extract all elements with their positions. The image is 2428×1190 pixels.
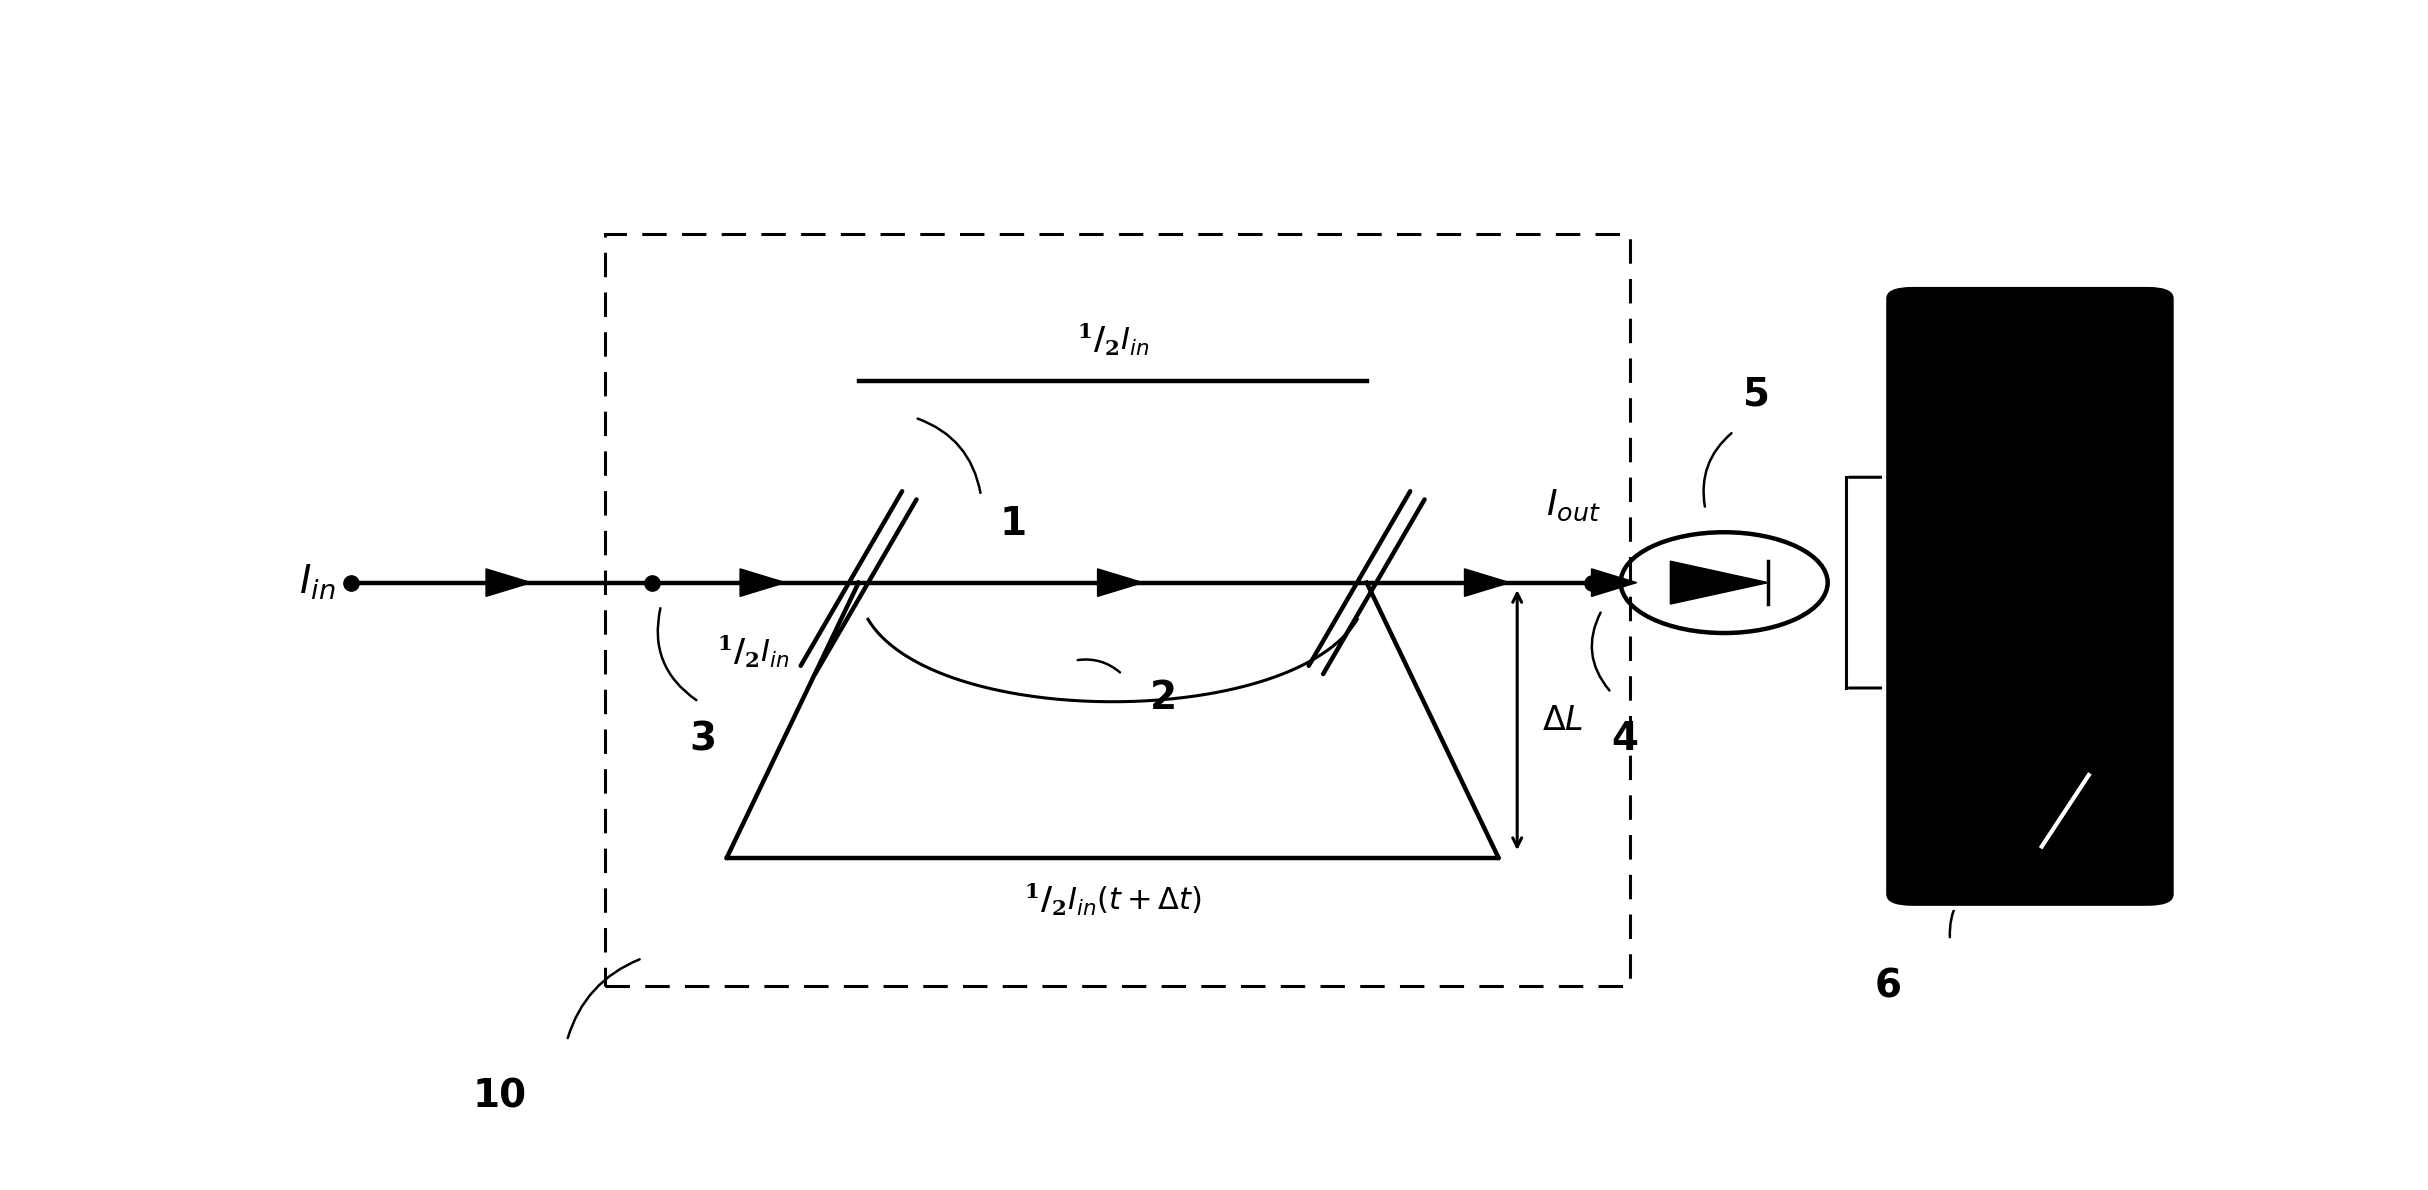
Text: $I_{out}$: $I_{out}$ xyxy=(1547,488,1600,524)
Text: 2: 2 xyxy=(1151,678,1178,716)
Polygon shape xyxy=(1097,569,1144,596)
Polygon shape xyxy=(1670,562,1768,605)
Text: 5: 5 xyxy=(1743,375,1770,413)
Polygon shape xyxy=(486,569,532,596)
Text: $\mathregular{^{1}/_{2}}I_{in}$: $\mathregular{^{1}/_{2}}I_{in}$ xyxy=(1076,321,1148,358)
Text: $\mathregular{^{1}/_{2}}I_{in}(t+\Delta t)$: $\mathregular{^{1}/_{2}}I_{in}(t+\Delta … xyxy=(1025,881,1202,917)
Polygon shape xyxy=(1590,569,1636,596)
Text: 10: 10 xyxy=(473,1077,527,1115)
Bar xyxy=(605,234,1629,985)
Text: 6: 6 xyxy=(1874,967,1901,1006)
Text: $\Delta L$: $\Delta L$ xyxy=(1542,703,1583,737)
FancyBboxPatch shape xyxy=(1884,284,2175,908)
Text: $I_{in}$: $I_{in}$ xyxy=(299,563,335,602)
Text: 3: 3 xyxy=(690,720,716,758)
Text: $\mathregular{^{1}/_{2}}I_{in}$: $\mathregular{^{1}/_{2}}I_{in}$ xyxy=(719,633,789,670)
Text: 4: 4 xyxy=(1612,720,1639,758)
Polygon shape xyxy=(1464,569,1510,596)
Polygon shape xyxy=(741,569,784,596)
Text: 1: 1 xyxy=(1000,505,1027,543)
